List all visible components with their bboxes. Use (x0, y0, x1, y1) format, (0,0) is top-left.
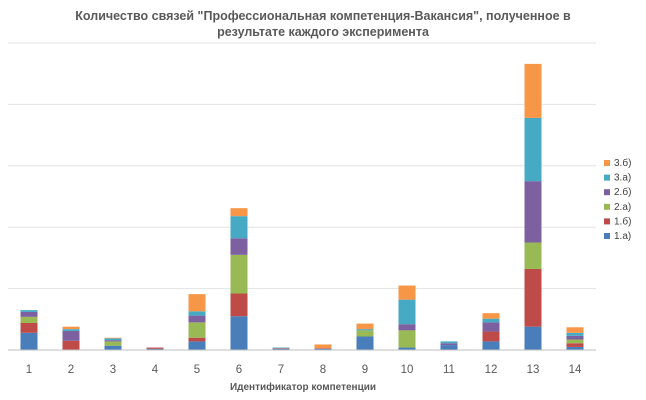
legend-label: 1.б) (614, 215, 631, 227)
bar-segment (272, 348, 290, 350)
bar-segment (440, 343, 458, 346)
bar-segment (20, 316, 38, 323)
bar-segment (398, 299, 416, 325)
bar-segment (524, 63, 542, 118)
bar-segment (62, 326, 80, 330)
bar-segment (524, 117, 542, 182)
bar-segment (230, 216, 248, 239)
legend-label: 3.б) (614, 157, 631, 169)
bar-segment (314, 348, 332, 349)
bar-segment (104, 338, 122, 341)
chart-title-line-1: Количество связей "Профессиональная комп… (75, 9, 571, 23)
bar-segment (188, 311, 206, 316)
bar-segment (230, 316, 248, 350)
bar-segment (566, 339, 584, 344)
bar-segment (356, 329, 374, 331)
legend-label: 3.а) (614, 173, 631, 184)
bar-segment (398, 285, 416, 300)
x-tick-label: 3 (110, 364, 116, 376)
bar-segment (20, 311, 38, 317)
bar-segment (566, 327, 584, 333)
x-tick-label: 5 (194, 364, 200, 376)
bar-segment (482, 331, 500, 342)
bar-segment (146, 348, 164, 350)
x-tick-label: 6 (236, 364, 242, 376)
bar-segment (188, 315, 206, 323)
bar-segment (566, 343, 584, 347)
gridlines (8, 42, 596, 290)
x-tick-label: 8 (320, 364, 326, 376)
bar-segment (440, 341, 458, 344)
legend-label: 1.а) (614, 231, 631, 242)
bar-segment (482, 318, 500, 323)
x-tick-label: 4 (152, 364, 159, 376)
bar-segment (314, 344, 332, 349)
chart-title-line-2: результате каждого эксперимента (217, 25, 430, 39)
legend-swatch (604, 160, 610, 166)
x-tick-label: 10 (401, 364, 414, 376)
bar-segment (566, 346, 584, 350)
bar-segment (188, 322, 206, 338)
bar-segment (482, 322, 500, 332)
x-axis-title: Идентификатор компетенции (230, 381, 376, 393)
bar-segment (230, 293, 248, 317)
x-tick-label: 2 (68, 364, 74, 376)
x-tick-label: 13 (527, 364, 540, 376)
x-tick-label: 9 (362, 364, 368, 376)
bar-segment (482, 313, 500, 319)
bar-segment (104, 340, 122, 342)
bar-segment (440, 345, 458, 350)
bar-segment (62, 330, 80, 341)
bar-segment (20, 332, 38, 350)
bar-segment (524, 242, 542, 269)
bar-segment (20, 322, 38, 333)
legend-label: 2.б) (614, 186, 631, 198)
bar-segment (272, 347, 290, 349)
bar-segment (146, 347, 164, 349)
bar-segment (104, 337, 122, 339)
legend-swatch (604, 203, 610, 210)
bar-segment (398, 347, 416, 350)
bar-segment (356, 323, 374, 330)
bar-segment (20, 310, 38, 312)
bar-segment (188, 341, 206, 350)
bar-segment (566, 335, 584, 340)
bar-segment (230, 254, 248, 294)
x-tick-label: 12 (485, 364, 498, 376)
legend-swatch (604, 189, 610, 196)
bar-segment (566, 332, 584, 336)
legend-label: 2.а) (614, 202, 631, 213)
bar-segment (62, 340, 80, 350)
bar-segment (188, 337, 206, 342)
x-tick-labels: 1 2 3 4 5 6 7 8 9 10 11 12 13 14 (26, 364, 582, 376)
bar-segment (104, 345, 122, 350)
bar-segment (524, 326, 542, 350)
legend-swatch (604, 218, 610, 225)
x-tick-label: 1 (26, 364, 32, 376)
bar-segment (482, 341, 500, 350)
bar-segment (398, 324, 416, 331)
legend: 3.б) 3.а) 2.б) 2.а) 1.б) 1.а) (604, 157, 631, 242)
bar-segment (314, 348, 332, 350)
legend-swatch (604, 233, 610, 239)
bar-segment (188, 294, 206, 312)
bar-segment (104, 341, 122, 346)
bar-segment (524, 268, 542, 327)
x-tick-label: 11 (443, 364, 455, 376)
bar-stacks (20, 63, 584, 350)
x-tick-label: 14 (569, 364, 582, 376)
bar-segment (272, 348, 290, 349)
bar-segment (356, 330, 374, 337)
bar-segment (62, 329, 80, 331)
bar-segment (230, 238, 248, 255)
x-tick-label: 7 (278, 364, 284, 376)
bar-segment (524, 181, 542, 243)
legend-swatch (604, 174, 610, 181)
bar-segment (356, 336, 374, 350)
bar-segment (230, 208, 248, 217)
bar-segment (398, 330, 416, 348)
